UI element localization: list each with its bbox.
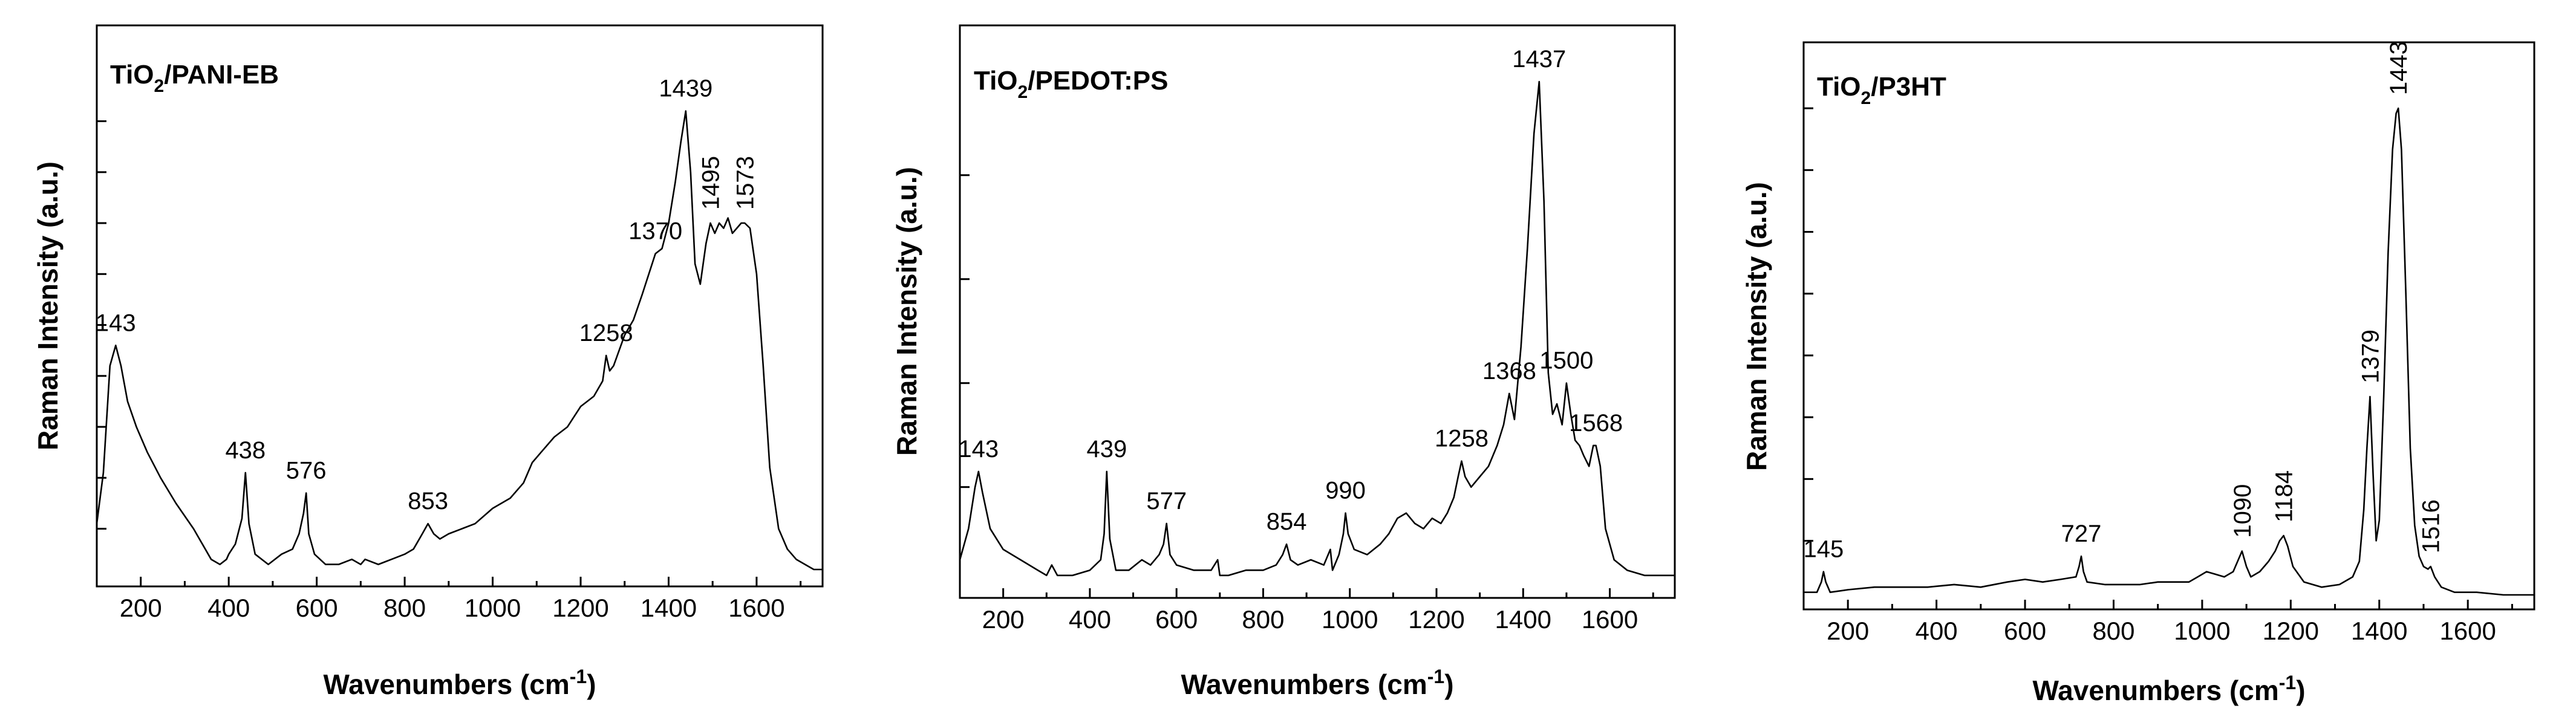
x-axis-title: Wavenumbers (cm-1) <box>323 666 596 700</box>
x-tick-label: 600 <box>2004 617 2046 645</box>
y-axis-title: Raman Intensity (a.u.) <box>1741 182 1772 471</box>
spectrum-line <box>959 80 1675 577</box>
peak-label: 1500 <box>1539 348 1593 374</box>
x-tick-label: 1000 <box>1322 605 1378 634</box>
peak-label: 438 <box>225 437 266 464</box>
axis-ticks <box>960 174 1654 598</box>
peak-label: 1439 <box>659 76 712 102</box>
panel-title: TiO2/PEDOT:PS <box>974 66 1169 102</box>
x-axis-title: Wavenumbers (cm-1) <box>2032 672 2305 706</box>
peak-labels: 143 439 577 854 990 1258 1368 1437 1500 1568 <box>958 46 1623 535</box>
x-tick-label: 1200 <box>2263 617 2319 645</box>
peak-label: 576 <box>286 458 327 484</box>
x-tick-label: 400 <box>207 594 250 622</box>
y-axis-title: Raman Intensity (a.u.) <box>32 161 64 450</box>
peak-label: 727 <box>2061 521 2102 547</box>
x-tick-label: 200 <box>120 594 162 622</box>
panel-title: TiO2/P3HT <box>1817 72 1946 108</box>
x-tick-label: 1400 <box>1495 605 1551 634</box>
peak-label: 990 <box>1325 478 1366 504</box>
peak-label: 1258 <box>579 320 633 346</box>
x-tick-label: 1600 <box>2439 617 2496 645</box>
x-tick-label: 200 <box>982 605 1025 634</box>
peak-label: 1368 <box>1482 358 1536 384</box>
plot-frame <box>959 24 1676 599</box>
y-axis-title: Raman Intensity (a.u.) <box>891 167 922 456</box>
x-tick-label: 200 <box>1827 617 1869 645</box>
peak-label: 1370 <box>628 218 682 245</box>
spectrum-line <box>1804 107 2534 596</box>
x-tick-label: 1200 <box>552 594 608 622</box>
x-tick-label: 1000 <box>2174 617 2230 645</box>
x-tick-label: 400 <box>1069 605 1111 634</box>
peak-label: 1443 <box>2385 41 2412 95</box>
x-tick-labels: 200 400 600 800 1000 1200 1400 1600 <box>982 605 1639 634</box>
peak-label: 143 <box>96 310 136 336</box>
x-tick-label: 400 <box>1916 617 1958 645</box>
peak-label: 854 <box>1267 508 1307 535</box>
peak-label: 1184 <box>2271 470 2298 522</box>
x-tick-label: 800 <box>1242 605 1284 634</box>
spectrum-layer <box>1804 107 2534 596</box>
axis-ticks <box>1804 107 2513 609</box>
spectrum-layer <box>959 80 1675 577</box>
x-tick-label: 1600 <box>728 594 784 622</box>
panel-pedot-ps: TiO2/PEDOT:PS 200 400 600 800 1000 1200 1400 16… <box>891 24 1676 700</box>
peak-label: 439 <box>1086 436 1127 462</box>
peak-label: 143 <box>958 436 999 462</box>
peak-label: 1573 <box>732 156 758 210</box>
peak-label: 1437 <box>1512 46 1566 73</box>
peak-label: 1516 <box>2418 499 2445 553</box>
x-tick-label: 800 <box>383 594 426 622</box>
panel-p3ht: TiO2/P3HT 200 400 600 800 1000 1200 1400 1600 1… <box>1741 41 2535 706</box>
panel-pani-eb: TiO2/PANI-EB 200 400 600 800 1000 1200 1400 160… <box>32 24 824 700</box>
panel-title: TiO2/PANI-EB <box>110 60 279 96</box>
peak-label: 1568 <box>1569 410 1623 436</box>
plot-frame <box>1802 41 2535 611</box>
x-tick-labels: 200 400 600 800 1000 1200 1400 1600 <box>1827 617 2496 645</box>
x-tick-label: 600 <box>296 594 338 622</box>
peak-labels: 145 727 1090 1184 1379 1443 1516 <box>1804 41 2445 563</box>
peak-label: 1379 <box>2357 329 2384 383</box>
peak-label: 853 <box>408 488 448 514</box>
plot-frame <box>96 24 824 588</box>
x-tick-label: 1400 <box>641 594 697 622</box>
x-tick-label: 600 <box>1155 605 1198 634</box>
x-tick-label: 1400 <box>2351 617 2407 645</box>
peak-label: 1090 <box>2229 484 2256 538</box>
peak-label: 1495 <box>698 156 725 210</box>
x-tick-label: 800 <box>2092 617 2134 645</box>
axis-ticks <box>97 120 802 586</box>
peak-labels: 143 438 576 853 1258 1370 1439 1495 1573 <box>96 76 758 515</box>
x-tick-labels: 200 400 600 800 1000 1200 1400 1600 <box>120 594 785 622</box>
peak-label: 145 <box>1804 536 1844 563</box>
spectrum-layer <box>96 110 823 571</box>
x-axis-title: Wavenumbers (cm-1) <box>1181 666 1453 700</box>
peak-label: 1258 <box>1435 426 1489 452</box>
x-tick-label: 1200 <box>1408 605 1464 634</box>
spectrum-line <box>96 110 823 571</box>
x-tick-label: 1600 <box>1582 605 1638 634</box>
peak-label: 577 <box>1146 488 1187 514</box>
x-tick-label: 1000 <box>465 594 521 622</box>
